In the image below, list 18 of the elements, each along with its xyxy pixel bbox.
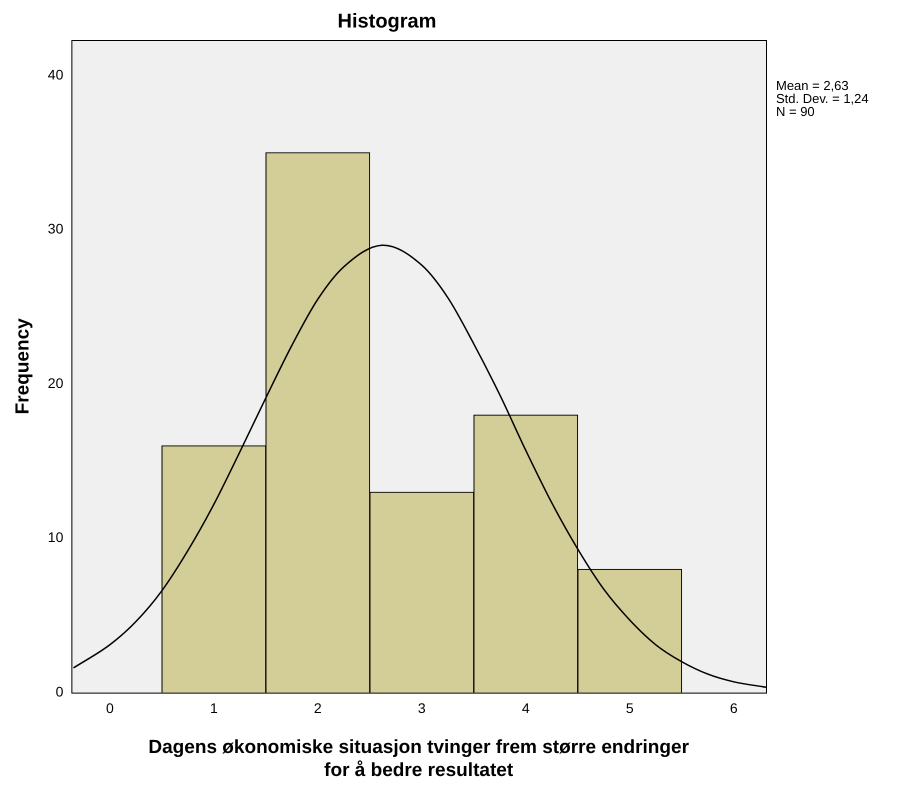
x-axis-title: Dagens økonomiske situasjon tvinger frem større endringer for å bedre resultatet [148,737,690,781]
x-tick-label: 0 [106,700,114,716]
x-tick-label: 4 [522,700,530,716]
y-tick-label: 0 [56,683,64,700]
text: Mean = 2,63 [776,78,849,94]
y-tick-label: 20 [48,374,64,391]
x-tick-label: 2 [314,700,322,716]
text: Std. Dev. = 1,24 [776,91,869,106]
x-tick-label: 1 [210,700,218,716]
y-tick-label: 40 [48,66,64,82]
y-tick-label: 30 [48,220,64,237]
x-tick-label: 6 [730,700,738,716]
x-tick-label: 5 [626,700,634,716]
x-tick-label: 3 [418,700,426,716]
y-tick-label: 10 [48,529,64,546]
text: N = 90 [776,104,815,120]
y-axis-title: Frequency [12,318,34,414]
chart-title: Histogram [338,10,436,33]
